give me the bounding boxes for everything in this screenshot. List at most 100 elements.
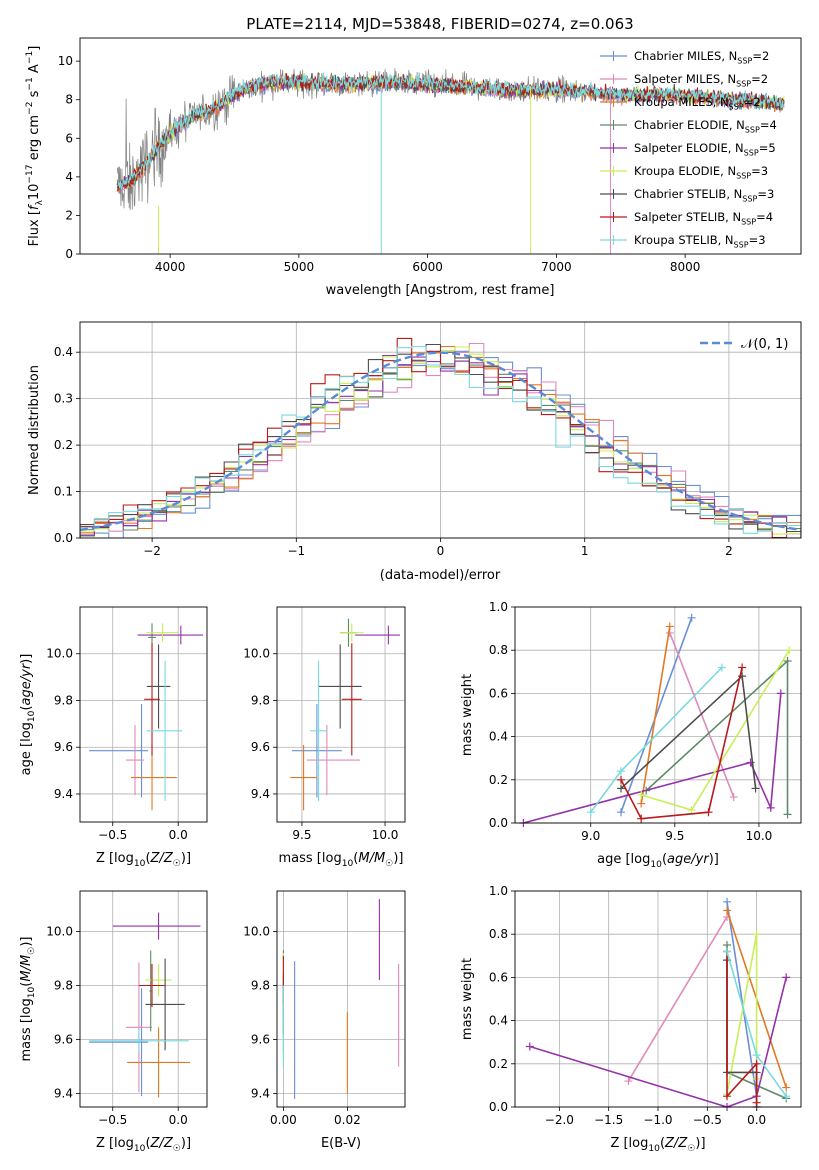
y-axis-label: Normed distribution [27,365,42,495]
x-tick-label: −1.5 [594,1113,623,1127]
plus-marker [752,1051,761,1060]
plus-marker [752,1098,761,1107]
mass-weight-line [529,977,787,1107]
y-tick-label: 9.4 [251,1087,270,1101]
mass-weight-line [523,693,782,823]
y-tick-label: 2 [65,208,73,222]
x-tick-label: 0.02 [334,1113,361,1127]
chart-title: PLATE=2114, MJD=53848, FIBERID=0274, z=0… [246,15,633,33]
y-tick-label: 0.0 [54,531,73,545]
x-axis-label: E(B-V) [321,1136,361,1151]
plus-marker [616,775,625,784]
plus-marker [782,1083,791,1092]
y-tick-label: 0.2 [489,773,508,787]
plus-marker [783,657,792,665]
plus-marker [723,1092,732,1101]
x-tick-label: 9.5 [665,829,684,843]
axes-frame [79,321,802,539]
plus-marker [782,973,791,982]
y-tick-label: 9.4 [54,787,73,801]
y-tick-label: 0.6 [489,686,508,700]
y-axis-label: mass weight [460,958,475,1040]
plus-marker [723,947,732,956]
x-tick-label: 4000 [155,260,186,274]
plus-marker [729,793,738,802]
y-axis-label: age [log10​(age/yr)] [19,654,37,776]
legend-entry: Salpeter MILES, NSSP​=2 [634,72,768,88]
y-tick-label: 1.0 [489,600,508,614]
y-tick-label: 9.8 [251,693,270,707]
axes-frame [79,606,208,823]
y-tick-label: 10.0 [46,647,73,661]
y-tick-label: 0 [65,247,73,261]
x-tick-label: 10.0 [746,829,773,843]
y-tick-label: 0.4 [54,345,73,359]
x-axis-label: Z [log10​(Z/Z☉​)] [96,851,191,869]
x-tick-label: 9.5 [292,828,311,842]
plus-marker [616,784,625,793]
axes-frame [79,890,208,1108]
plus-marker [752,1059,761,1068]
axes-frame [276,606,406,823]
mass-weight-line [726,901,758,1097]
y-tick-label: 8 [65,93,73,107]
legend-entry: Chabrier MILES, NSSP​=2 [634,49,769,65]
x-tick-label: 8000 [670,260,701,274]
y-tick-label: 9.6 [54,740,73,754]
plus-marker [723,897,732,906]
y-tick-label: 0.4 [489,1014,508,1028]
x-tick-label: 9.0 [581,829,600,843]
y-tick-label: 10.0 [46,925,73,939]
y-axis-label: mass weight [460,674,475,756]
x-tick-label: −2.0 [545,1113,574,1127]
plus-marker [687,613,696,622]
y-tick-label: 0.0 [489,816,508,830]
y-tick-label: 9.6 [251,1033,270,1047]
x-axis-label: wavelength [Angstrom, rest frame] [326,283,555,298]
axes-frame [276,890,406,1108]
mass-weight-line [620,667,743,820]
mass-weight-line [726,951,758,1103]
y-tick-label: 0.6 [489,970,508,984]
legend-entry: Chabrier STELIB, NSSP​=3 [634,187,774,203]
plus-marker [586,808,595,817]
plus-marker [717,663,726,672]
y-axis-label: mass [log10​(M/M☉​)] [19,937,37,1062]
y-tick-label: 9.6 [251,740,270,754]
legend-entry: Kroupa STELIB, NSSP​=3 [634,233,766,249]
plus-marker [751,784,760,793]
x-tick-label: −0.5 [693,1113,722,1127]
plus-marker [766,803,775,812]
plus-marker [525,1042,534,1051]
x-tick-label: −1 [287,544,305,558]
mass-weight-line [669,632,735,798]
plus-marker [687,806,696,815]
x-axis-label: Z [log10​(Z/Z☉​)] [96,1136,191,1154]
x-tick-label: 0.0 [169,1113,188,1127]
y-tick-label: 0.3 [54,392,73,406]
x-tick-label: −0.5 [98,828,127,842]
x-axis-label: Z [log10​(Z/Z☉​)] [610,1136,705,1154]
y-tick-label: 4 [65,170,73,184]
y-tick-label: 6 [65,131,73,145]
legend-entry: Salpeter ELODIE, NSSP​=5 [634,141,776,157]
mass-weight-line [726,960,758,1107]
y-tick-label: 0.2 [489,1057,508,1071]
plus-marker [616,767,625,776]
x-tick-label: −2 [143,544,161,558]
x-tick-label: 0.00 [270,1113,297,1127]
x-tick-label: 0.0 [169,828,188,842]
x-tick-label: 0.0 [747,1113,766,1127]
y-tick-label: 9.8 [54,979,73,993]
plus-marker [665,622,674,631]
y-tick-label: 10.0 [243,647,270,661]
y-tick-label: 0.8 [489,927,508,941]
y-tick-label: 10 [58,54,73,68]
plus-marker [783,810,792,819]
plus-marker [637,790,646,799]
x-tick-label: 10.0 [372,828,399,842]
legend-entry: Kroupa ELODIE, NSSP​=3 [634,164,768,180]
legend-entry: Kroupa MILES, NSSP​=2 [634,95,761,111]
mass-weight-line [627,916,728,1082]
axes-frame [514,606,802,824]
